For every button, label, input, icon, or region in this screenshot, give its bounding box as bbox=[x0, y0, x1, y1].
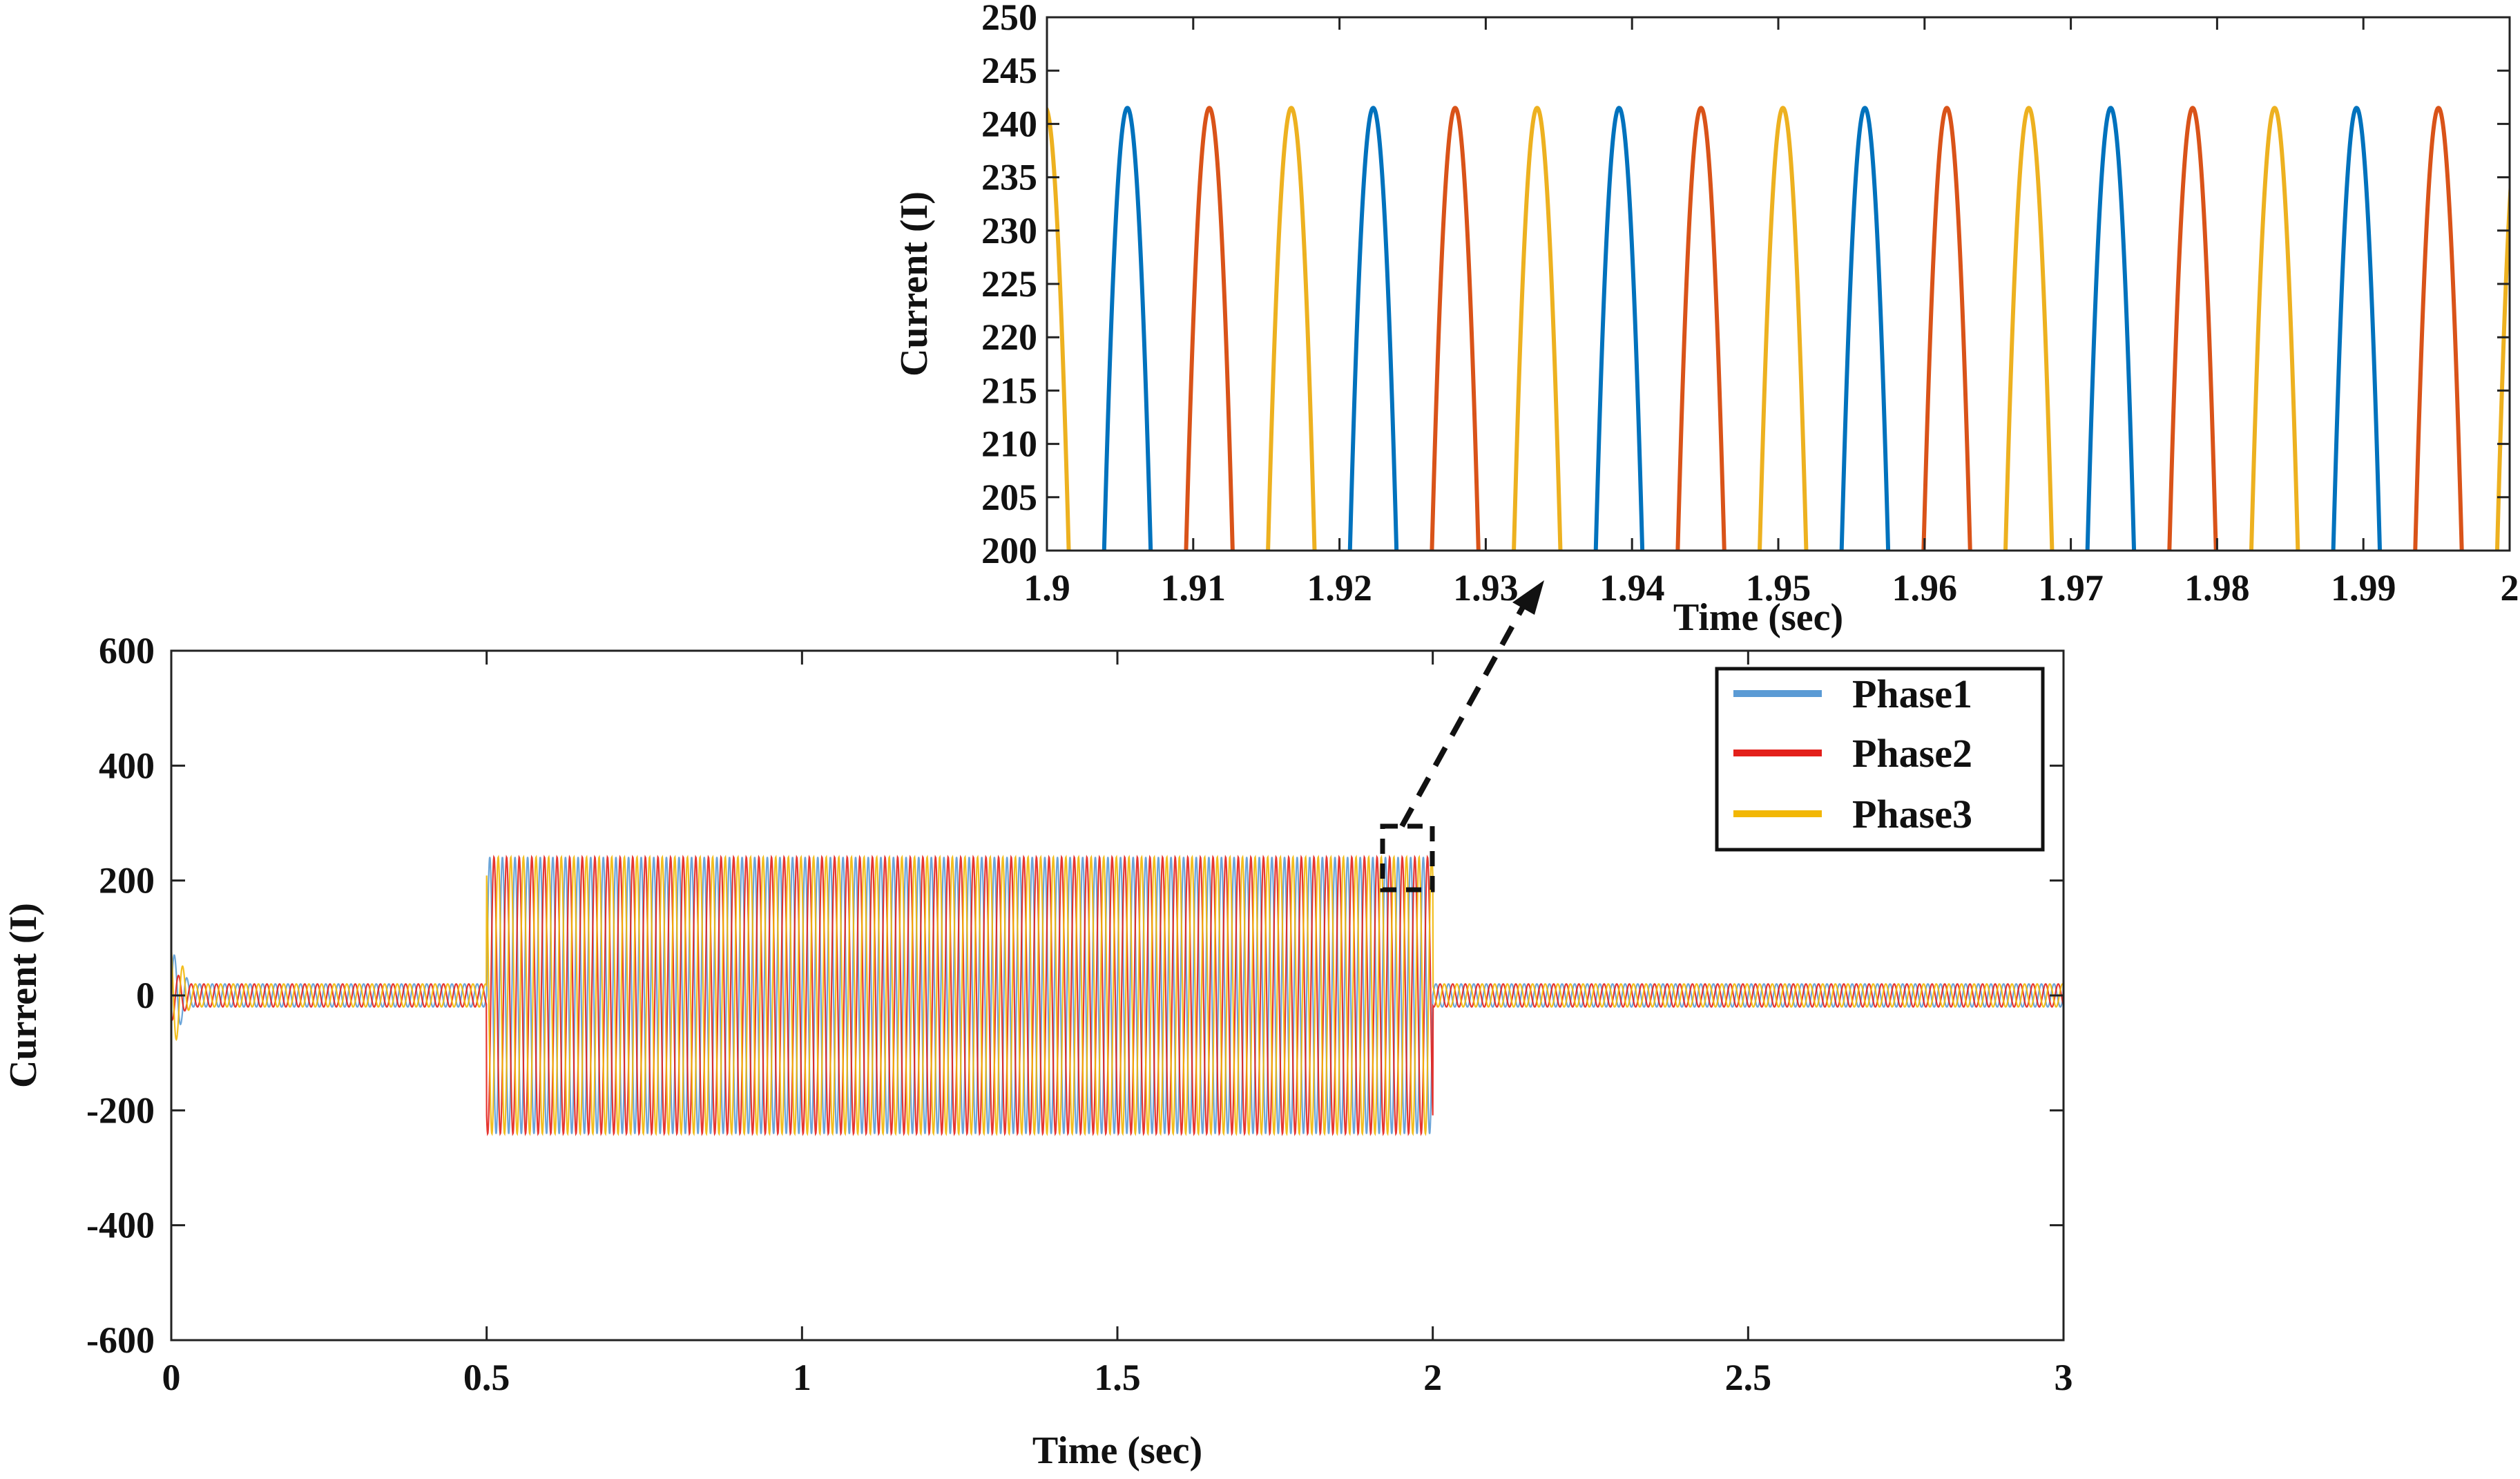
inset-y-tick-label: 245 bbox=[981, 50, 1037, 91]
main-series-line-phase2 bbox=[171, 855, 2064, 1136]
inset-y-tick-label: 230 bbox=[981, 210, 1037, 251]
inset-x-tick-label: 1.98 bbox=[2184, 567, 2250, 609]
legend-label-phase3: Phase3 bbox=[1852, 792, 1972, 837]
inset-series-line-phase2 bbox=[1184, 106, 2464, 551]
inset-x-tick-label: 1.93 bbox=[1453, 567, 1519, 609]
inset-x-tick-label: 1.97 bbox=[2038, 567, 2104, 609]
inset-x-tick-label: 2 bbox=[2501, 567, 2519, 609]
zoom-region-box bbox=[1380, 823, 1435, 893]
legend-label-phase2: Phase2 bbox=[1852, 731, 1972, 776]
inset-series-line-phase1 bbox=[1102, 106, 2383, 551]
inset-y-tick-label: 240 bbox=[981, 103, 1037, 144]
inset-x-tick-label: 1.96 bbox=[1892, 567, 1958, 609]
main-x-axis-label: Time (sec) bbox=[1032, 1429, 1202, 1472]
main-y-tick-label: 200 bbox=[99, 860, 155, 901]
main-ticks: 0 0.5 1 1.5 2 2.5 3 600 400 200 0 -200 -400 -600 bbox=[86, 630, 2072, 1398]
main-y-tick-label: -400 bbox=[86, 1205, 155, 1246]
main-series-line-phase3 bbox=[171, 855, 2064, 1136]
main-series-line-phase1 bbox=[171, 857, 2064, 1134]
main-y-tick-label: 400 bbox=[99, 745, 155, 786]
main-x-tick-label: 2 bbox=[1423, 1357, 1442, 1398]
inset-chart: 1.9 1.91 1.92 1.93 1.94 1.95 1.96 1.97 1.98 1.99 2… bbox=[893, 0, 2519, 639]
main-x-tick-label: 1 bbox=[793, 1357, 811, 1398]
main-x-tick-label: 2.5 bbox=[1725, 1357, 1772, 1398]
legend-box bbox=[1715, 667, 2045, 852]
inset-y-tick-label: 220 bbox=[981, 316, 1037, 358]
inset-y-tick-label: 235 bbox=[981, 157, 1037, 198]
inset-y-tick-label: 205 bbox=[981, 477, 1037, 518]
inset-x-tick-label: 1.99 bbox=[2331, 567, 2396, 609]
inset-y-tick-label: 225 bbox=[981, 263, 1037, 305]
inset-x-tick-label: 1.94 bbox=[1599, 567, 1665, 609]
zoom-arrow-head bbox=[1512, 580, 1544, 615]
main-y-tick-label: 600 bbox=[99, 630, 155, 671]
main-y-tick-label: -600 bbox=[86, 1319, 155, 1361]
main-chart: 0 0.5 1 1.5 2 2.5 3 600 400 200 0 -200 -400 -600 Time… bbox=[2, 580, 2073, 1472]
legend-label-phase1: Phase1 bbox=[1852, 671, 1972, 716]
inset-y-tick-label: 250 bbox=[981, 0, 1037, 38]
inset-series-group bbox=[1047, 106, 2510, 551]
inset-x-tick-label: 1.9 bbox=[1023, 567, 1070, 609]
inset-x-axis-label: Time (sec) bbox=[1673, 596, 1843, 639]
inset-x-tick-label: 1.92 bbox=[1307, 567, 1372, 609]
inset-y-axis-label: Current (I) bbox=[893, 191, 936, 376]
main-x-tick-label: 1.5 bbox=[1094, 1357, 1141, 1398]
inset-ticks: 1.9 1.91 1.92 1.93 1.94 1.95 1.96 1.97 1.98 1.99 2… bbox=[981, 0, 2519, 609]
main-x-tick-label: 0.5 bbox=[463, 1357, 510, 1398]
inset-y-tick-label: 200 bbox=[981, 530, 1037, 571]
main-x-tick-label: 0 bbox=[162, 1357, 181, 1398]
inset-y-tick-label: 210 bbox=[981, 423, 1037, 465]
legend: Phase1 Phase2 Phase3 bbox=[1715, 667, 2045, 852]
inset-x-tick-label: 1.91 bbox=[1161, 567, 1227, 609]
zoom-arrow-line bbox=[1399, 600, 1529, 828]
main-series-group bbox=[171, 855, 2064, 1136]
main-y-tick-label: 0 bbox=[136, 975, 155, 1016]
main-y-axis-label: Current (I) bbox=[2, 903, 45, 1088]
inset-y-tick-label: 215 bbox=[981, 370, 1037, 411]
inset-x-tick-label: 1.95 bbox=[1746, 567, 1811, 609]
main-y-tick-label: -200 bbox=[86, 1089, 155, 1131]
main-x-tick-label: 3 bbox=[2055, 1357, 2073, 1398]
inset-series-line-phase3 bbox=[1047, 106, 2510, 551]
